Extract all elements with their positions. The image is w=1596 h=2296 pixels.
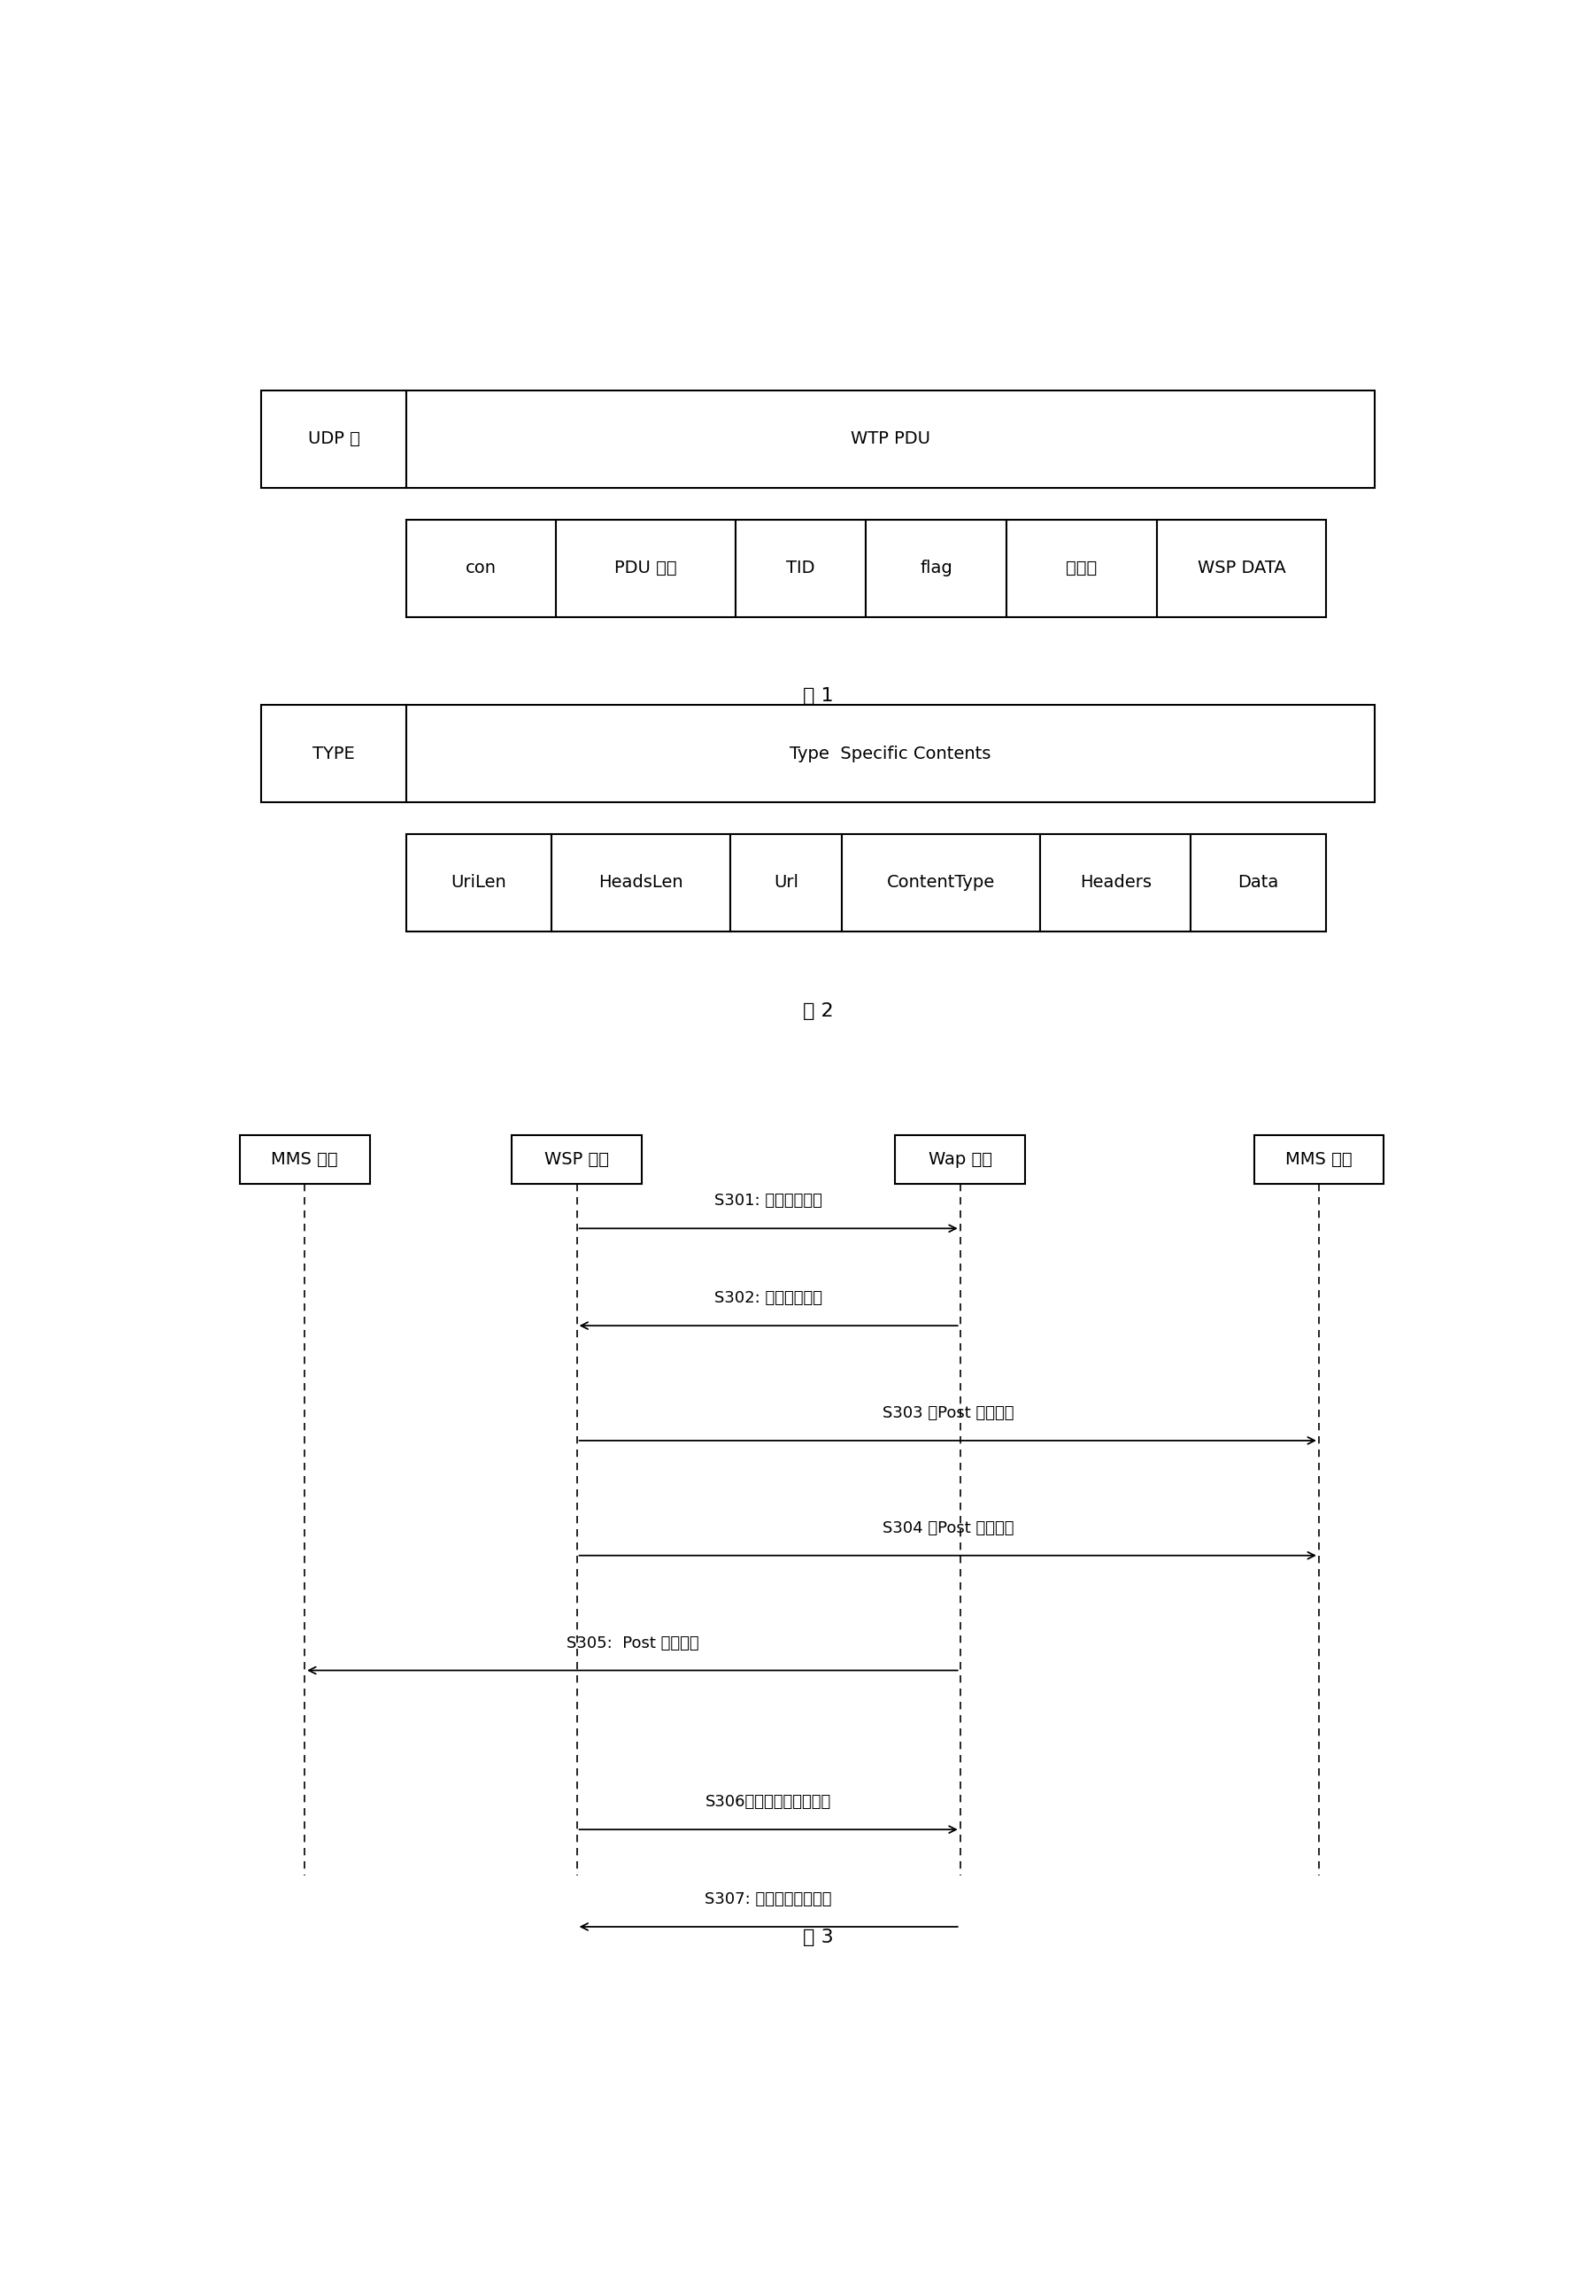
Bar (239, 1134, 370, 1185)
Bar (867, 519, 1007, 618)
Text: MMS 代理: MMS 代理 (271, 1150, 338, 1169)
Text: Url: Url (774, 875, 798, 891)
Bar (551, 833, 731, 932)
Text: MMS 中心: MMS 中心 (1285, 1150, 1352, 1169)
Bar (1041, 833, 1191, 932)
Text: WTP PDU: WTP PDU (851, 432, 930, 448)
Text: UriLen: UriLen (452, 875, 506, 891)
Bar (841, 833, 1041, 932)
Bar (405, 390, 1374, 487)
Text: 图 1: 图 1 (803, 687, 833, 705)
Bar (405, 833, 551, 932)
Text: ContentType: ContentType (887, 875, 996, 891)
Text: TYPE: TYPE (313, 746, 354, 762)
Bar (1191, 833, 1326, 932)
Bar (895, 1134, 1025, 1185)
Text: 图 2: 图 2 (803, 1001, 833, 1019)
Bar (262, 705, 405, 801)
Text: 可变头: 可变头 (1066, 560, 1096, 576)
Text: S304 ：Post 后继消息: S304 ：Post 后继消息 (883, 1520, 1013, 1536)
Text: con: con (466, 560, 496, 576)
Bar (555, 519, 736, 618)
Text: WSP DATA: WSP DATA (1197, 560, 1285, 576)
Text: S307: 断开会话连接应答: S307: 断开会话连接应答 (705, 1892, 832, 1908)
Bar (1007, 519, 1157, 618)
Bar (512, 1134, 642, 1185)
Text: PDU 类型: PDU 类型 (614, 560, 677, 576)
Text: WSP 客户: WSP 客户 (544, 1150, 610, 1169)
Bar (405, 705, 1374, 801)
Text: UDP 头: UDP 头 (308, 432, 359, 448)
Text: 图 3: 图 3 (803, 1929, 833, 1947)
Text: TID: TID (787, 560, 816, 576)
Text: S305:  Post 响应消息: S305: Post 响应消息 (567, 1635, 699, 1651)
Text: S303 ：Post 请求消息: S303 ：Post 请求消息 (883, 1405, 1013, 1421)
Text: Headers: Headers (1079, 875, 1151, 891)
Bar (1157, 519, 1326, 618)
Text: S302: 建立会话应答: S302: 建立会话应答 (715, 1290, 822, 1306)
Bar (262, 390, 405, 487)
Text: flag: flag (919, 560, 953, 576)
Text: HeadsLen: HeadsLen (598, 875, 683, 891)
Bar (731, 833, 841, 932)
Text: S306：断开会话连接请求: S306：断开会话连接请求 (705, 1793, 832, 1809)
Bar (405, 519, 555, 618)
Text: Data: Data (1238, 875, 1278, 891)
Bar (1254, 1134, 1384, 1185)
Bar (736, 519, 867, 618)
Text: Wap 网关: Wap 网关 (929, 1150, 993, 1169)
Text: S301: 建立会话请求: S301: 建立会话请求 (715, 1194, 822, 1210)
Text: Type  Specific Contents: Type Specific Contents (790, 746, 991, 762)
